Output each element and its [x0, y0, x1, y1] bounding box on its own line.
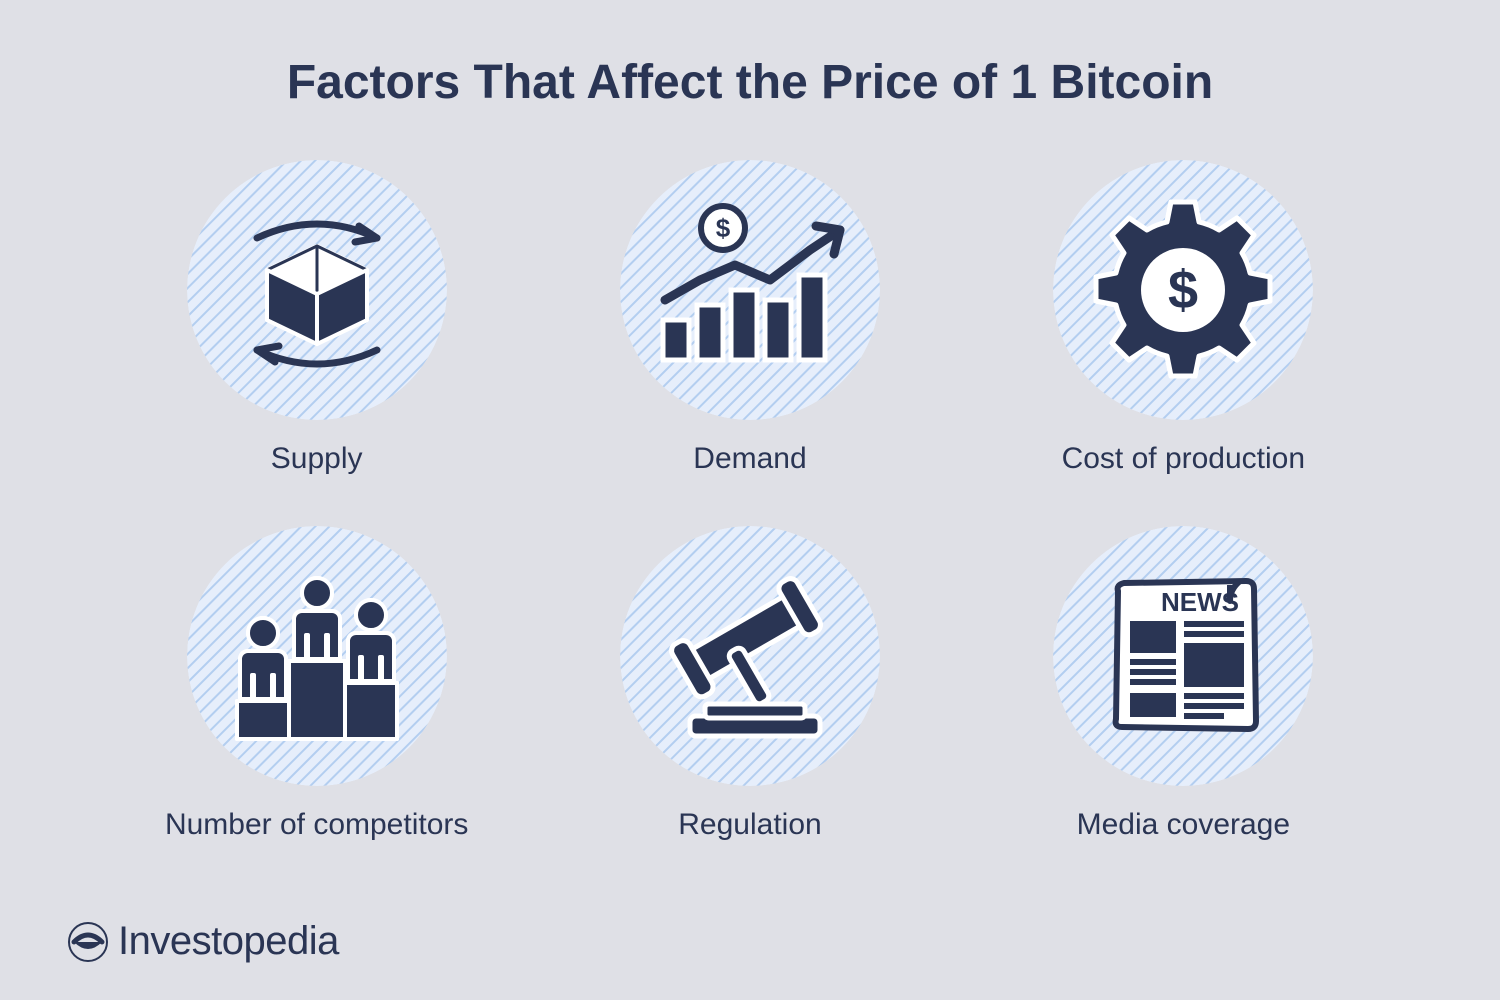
factor-item-competitors: Number of competitors	[160, 526, 473, 842]
svg-text:$: $	[1168, 260, 1198, 320]
gavel-icon	[645, 566, 855, 746]
svg-text:NEWS: NEWS	[1161, 587, 1239, 617]
factor-label: Number of competitors	[160, 808, 473, 842]
newspaper-icon: NEWS	[1088, 561, 1278, 751]
factor-circle: $	[620, 160, 880, 420]
factor-grid: Supply $	[0, 110, 1500, 842]
factor-label: Media coverage	[1027, 808, 1340, 842]
podium-people-icon	[217, 561, 417, 751]
factor-item-media: NEWS Media	[1027, 526, 1340, 842]
page-title: Factors That Affect the Price of 1 Bitco…	[0, 0, 1500, 110]
factor-circle	[620, 526, 880, 786]
factor-label: Supply	[160, 442, 473, 476]
demand-chart-dollar-icon: $	[645, 200, 855, 380]
gear-dollar-icon: $	[1083, 190, 1283, 390]
factor-circle: $	[1053, 160, 1313, 420]
svg-text:$: $	[716, 213, 731, 243]
brand-mark-icon	[68, 922, 108, 962]
factor-label: Cost of production	[1027, 442, 1340, 476]
supply-box-arrows-icon	[217, 190, 417, 390]
factor-item-supply: Supply	[160, 160, 473, 476]
factor-circle	[187, 160, 447, 420]
factor-circle	[187, 526, 447, 786]
factor-label: Demand	[593, 442, 906, 476]
brand-logo: Investopedia	[68, 919, 339, 964]
factor-circle: NEWS	[1053, 526, 1313, 786]
brand-name: Investopedia	[118, 919, 339, 964]
factor-item-demand: $ Demand	[593, 160, 906, 476]
factor-item-regulation: Regulation	[593, 526, 906, 842]
factor-label: Regulation	[593, 808, 906, 842]
factor-item-cost: $ Cost of production	[1027, 160, 1340, 476]
